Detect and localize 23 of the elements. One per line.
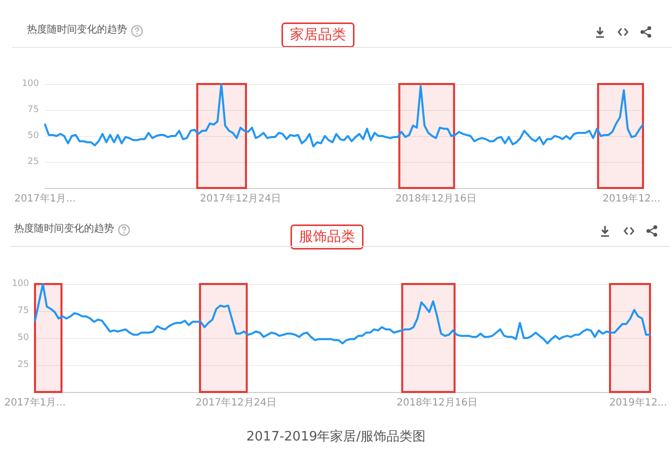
- x-tick-label: 2019年12...: [602, 192, 660, 204]
- line-series: [44, 83, 644, 148]
- y-tick-label: 25: [28, 157, 39, 167]
- x-tick-label: 2017年12月24日: [200, 192, 281, 204]
- x-tick-label: 2017年1月...: [14, 192, 76, 204]
- line-series: [34, 283, 651, 344]
- text: 家居品类: [290, 27, 346, 43]
- x-tick-label: 2018年12月16日: [396, 396, 478, 408]
- x-tick-label: 2018年12月16日: [396, 192, 476, 204]
- text: 服饰品类: [299, 229, 355, 245]
- x-tick-label: 2019年12...: [609, 396, 668, 408]
- y-tick-label: 75: [18, 306, 29, 316]
- y-tick-label: 100: [22, 79, 40, 89]
- y-tick-label: 100: [12, 279, 30, 289]
- y-tick-label: 50: [18, 333, 30, 343]
- chart-title: 热度随时间变化的趋势: [27, 24, 127, 36]
- y-tick-label: 75: [28, 105, 39, 115]
- y-tick-label: 50: [28, 131, 40, 141]
- x-tick-label: 2017年1月...: [4, 396, 66, 408]
- chart-title: 热度随时间变化的趋势: [14, 222, 114, 234]
- y-tick-label: 25: [18, 360, 29, 370]
- x-tick-label: 2017年12月24日: [196, 396, 277, 408]
- text: 2017-2019年家居/服饰品类图: [246, 428, 426, 444]
